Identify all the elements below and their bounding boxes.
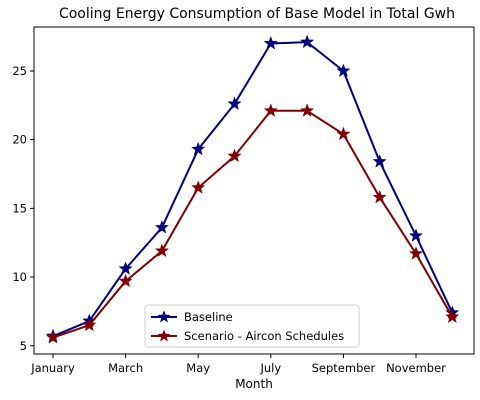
data-point — [191, 180, 206, 194]
y-tick-label: 10 — [12, 270, 27, 284]
x-tick-label: January — [30, 361, 75, 375]
data-point — [154, 243, 170, 258]
plot-area — [33, 26, 475, 355]
legend: Baseline Scenario - Aircon Schedules — [144, 304, 360, 348]
x-tick-label: November — [386, 361, 446, 375]
series-line — [52, 41, 454, 338]
data-point — [191, 141, 206, 156]
data-point — [372, 154, 387, 168]
x-tick-label: July — [259, 361, 281, 375]
data-point — [408, 246, 424, 260]
data-point — [336, 126, 351, 141]
legend-label: Baseline — [184, 310, 233, 324]
x-tick-label: May — [186, 361, 210, 375]
data-point — [263, 103, 278, 117]
series-2 — [45, 103, 460, 344]
series-line — [52, 109, 454, 339]
x-tick-label: March — [108, 361, 143, 375]
series-layer — [45, 34, 460, 344]
data-point — [299, 103, 315, 117]
data-point — [227, 148, 242, 163]
legend-box — [144, 304, 360, 348]
legend-item: Scenario - Aircon Schedules — [151, 329, 344, 343]
legend-swatch-marker — [157, 310, 171, 323]
y-tick-label: 15 — [12, 201, 27, 215]
chart-title: Cooling Energy Consumption of Base Model… — [59, 6, 455, 22]
x-tick-label: September — [312, 361, 376, 375]
x-axis: January March May July September November — [30, 354, 446, 375]
y-tick-label: 25 — [12, 64, 27, 78]
legend-label: Scenario - Aircon Schedules — [184, 329, 344, 343]
data-point — [82, 317, 97, 332]
data-point — [154, 220, 170, 234]
data-point — [227, 96, 242, 111]
y-tick-label: 20 — [12, 133, 27, 147]
y-tick-label: 5 — [20, 339, 27, 353]
data-point — [336, 63, 351, 78]
data-point — [299, 34, 315, 49]
data-point — [408, 228, 424, 242]
legend-swatch-marker — [157, 329, 171, 342]
data-point — [263, 35, 278, 50]
data-point — [45, 329, 61, 344]
series-1 — [45, 34, 460, 343]
legend-item: Baseline — [151, 310, 233, 324]
data-point — [372, 189, 387, 204]
y-axis: 5 10 15 20 25 — [12, 64, 34, 353]
data-point — [118, 273, 133, 288]
x-axis-label: Month — [235, 377, 273, 391]
data-point — [445, 309, 460, 323]
data-point — [118, 261, 133, 275]
